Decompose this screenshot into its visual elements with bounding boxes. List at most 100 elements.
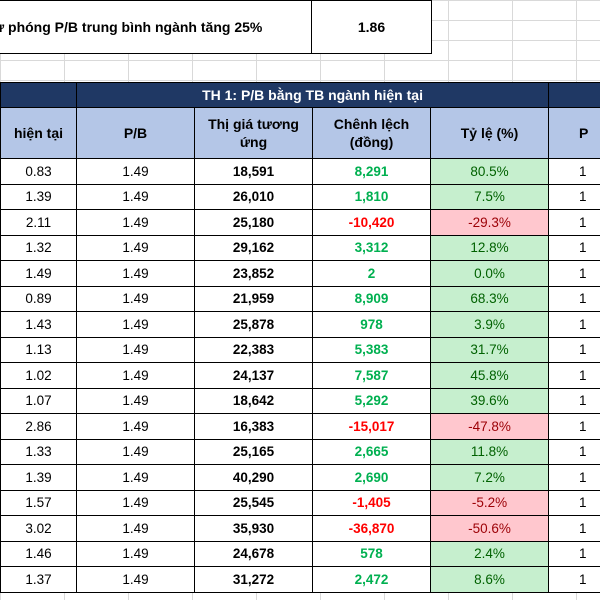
cell-edge[interactable]: 1 <box>548 285 600 312</box>
cell-current[interactable]: 2.86 <box>0 413 77 440</box>
cell-fair-price[interactable]: 35,930 <box>194 515 313 542</box>
cell-current[interactable]: 1.43 <box>0 311 77 338</box>
cell-ratio[interactable]: 2.4% <box>429 540 550 567</box>
cell-current[interactable]: 1.07 <box>0 387 77 414</box>
header-pb[interactable]: P/B <box>76 107 195 159</box>
cell-pb[interactable]: 1.49 <box>76 158 195 185</box>
cell-pb[interactable]: 1.49 <box>76 311 195 338</box>
cell-edge[interactable]: 1 <box>548 464 600 491</box>
cell-edge[interactable]: 1 <box>548 234 600 261</box>
cell-pb[interactable]: 1.49 <box>76 183 195 210</box>
cell-edge[interactable]: 1 <box>548 362 600 389</box>
cell-ratio[interactable]: 7.5% <box>429 183 550 210</box>
cell-edge[interactable]: 1 <box>548 540 600 567</box>
cell-pb[interactable]: 1.49 <box>76 438 195 465</box>
cell-ratio[interactable]: -50.6% <box>429 515 550 542</box>
cell-fair-price[interactable]: 26,010 <box>194 183 313 210</box>
cell-diff[interactable]: -1,405 <box>312 489 431 516</box>
cell-ratio[interactable]: 0.0% <box>429 260 550 287</box>
cell-ratio[interactable]: 39.6% <box>429 387 550 414</box>
cell-pb[interactable]: 1.49 <box>76 362 195 389</box>
cell-diff[interactable]: 578 <box>312 540 431 567</box>
cell-fair-price[interactable]: 25,180 <box>194 209 313 236</box>
cell-ratio[interactable]: 12.8% <box>429 234 550 261</box>
cell-pb[interactable]: 1.49 <box>76 234 195 261</box>
cell-ratio[interactable]: 80.5% <box>429 158 550 185</box>
cell-diff[interactable]: 2 <box>312 260 431 287</box>
cell-diff[interactable]: 2,665 <box>312 438 431 465</box>
cell-fair-price[interactable]: 16,383 <box>194 413 313 440</box>
cell-fair-price[interactable]: 25,165 <box>194 438 313 465</box>
cell-fair-price[interactable]: 24,137 <box>194 362 313 389</box>
cell-current[interactable]: 1.13 <box>0 336 77 363</box>
cell-edge[interactable]: 1 <box>548 489 600 516</box>
cell-pb[interactable]: 1.49 <box>76 489 195 516</box>
cell-current[interactable]: 1.57 <box>0 489 77 516</box>
cell-current[interactable]: 1.46 <box>0 540 77 567</box>
cell-current[interactable]: 1.49 <box>0 260 77 287</box>
cell-ratio[interactable]: 8.6% <box>429 566 550 593</box>
cell-current[interactable]: 0.89 <box>0 285 77 312</box>
cell-diff[interactable]: 2,690 <box>312 464 431 491</box>
cell-diff[interactable]: 5,292 <box>312 387 431 414</box>
cell-fair-price[interactable]: 18,642 <box>194 387 313 414</box>
cell-current[interactable]: 1.32 <box>0 234 77 261</box>
scenario-value-cell[interactable]: 1.86 <box>312 0 432 54</box>
cell-diff[interactable]: 5,383 <box>312 336 431 363</box>
header-ratio[interactable]: Tỷ lệ (%) <box>429 107 550 159</box>
cell-diff[interactable]: 978 <box>312 311 431 338</box>
cell-diff[interactable]: 8,291 <box>312 158 431 185</box>
cell-diff[interactable]: -36,870 <box>312 515 431 542</box>
cell-current[interactable]: 0.83 <box>0 158 77 185</box>
cell-edge[interactable]: 1 <box>548 566 600 593</box>
cell-diff[interactable]: 3,312 <box>312 234 431 261</box>
cell-fair-price[interactable]: 29,162 <box>194 234 313 261</box>
cell-edge[interactable]: 1 <box>548 158 600 185</box>
cell-fair-price[interactable]: 21,959 <box>194 285 313 312</box>
cell-pb[interactable]: 1.49 <box>76 464 195 491</box>
header-fair-price[interactable]: Thị giá tương ứng <box>194 107 313 159</box>
cell-current[interactable]: 1.37 <box>0 566 77 593</box>
cell-diff[interactable]: -10,420 <box>312 209 431 236</box>
cell-pb[interactable]: 1.49 <box>76 260 195 287</box>
cell-current[interactable]: 1.39 <box>0 464 77 491</box>
cell-pb[interactable]: 1.49 <box>76 515 195 542</box>
title-left-cell[interactable] <box>0 82 77 108</box>
cell-fair-price[interactable]: 25,545 <box>194 489 313 516</box>
cell-fair-price[interactable]: 40,290 <box>194 464 313 491</box>
cell-current[interactable]: 2.11 <box>0 209 77 236</box>
cell-ratio[interactable]: 3.9% <box>429 311 550 338</box>
title-right-cell[interactable] <box>548 82 600 108</box>
cell-diff[interactable]: -15,017 <box>312 413 431 440</box>
th1-title[interactable]: TH 1: P/B bằng TB ngành hiện tại <box>75 82 550 108</box>
cell-fair-price[interactable]: 22,383 <box>194 336 313 363</box>
cell-current[interactable]: 3.02 <box>0 515 77 542</box>
cell-edge[interactable]: 1 <box>548 336 600 363</box>
cell-ratio[interactable]: 45.8% <box>429 362 550 389</box>
cell-ratio[interactable]: 7.2% <box>429 464 550 491</box>
header-diff[interactable]: Chênh lệch (đồng) <box>312 107 431 159</box>
header-edge[interactable]: P <box>548 107 600 159</box>
cell-fair-price[interactable]: 18,591 <box>194 158 313 185</box>
cell-ratio[interactable]: -29.3% <box>429 209 550 236</box>
cell-ratio[interactable]: 31.7% <box>429 336 550 363</box>
cell-diff[interactable]: 1,810 <box>312 183 431 210</box>
cell-fair-price[interactable]: 31,272 <box>194 566 313 593</box>
cell-pb[interactable]: 1.49 <box>76 540 195 567</box>
cell-pb[interactable]: 1.49 <box>76 566 195 593</box>
cell-ratio[interactable]: -5.2% <box>429 489 550 516</box>
cell-current[interactable]: 1.02 <box>0 362 77 389</box>
cell-ratio[interactable]: 11.8% <box>429 438 550 465</box>
cell-current[interactable]: 1.39 <box>0 183 77 210</box>
cell-current[interactable]: 1.33 <box>0 438 77 465</box>
cell-fair-price[interactable]: 23,852 <box>194 260 313 287</box>
cell-edge[interactable]: 1 <box>548 413 600 440</box>
cell-diff[interactable]: 7,587 <box>312 362 431 389</box>
cell-edge[interactable]: 1 <box>548 183 600 210</box>
cell-pb[interactable]: 1.49 <box>76 285 195 312</box>
cell-edge[interactable]: 1 <box>548 515 600 542</box>
cell-edge[interactable]: 1 <box>548 438 600 465</box>
cell-pb[interactable]: 1.49 <box>76 387 195 414</box>
cell-pb[interactable]: 1.49 <box>76 209 195 236</box>
cell-diff[interactable]: 2,472 <box>312 566 431 593</box>
